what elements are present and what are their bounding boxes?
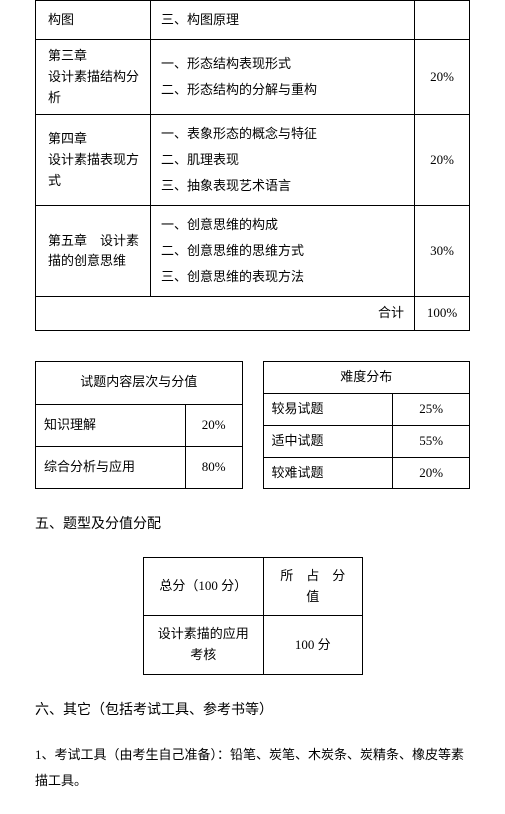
score-table-row-label: 设计素描的应用考核 xyxy=(143,616,263,675)
score-table-header-2: 所 占 分 值 xyxy=(263,557,362,616)
content-cell: 一、形态结构表现形式二、形态结构的分解与重构 xyxy=(151,40,415,115)
total-value: 100% xyxy=(415,297,470,331)
difficulty-table: 难度分布 较易试题 25% 适中试题 55% 较难试题 20% xyxy=(263,361,471,489)
score-table: 总分（100 分） 所 占 分 值 设计素描的应用考核 100 分 xyxy=(143,557,363,675)
diff-row-label: 适中试题 xyxy=(263,425,393,457)
content-cell: 三、构图原理 xyxy=(151,1,415,40)
diff-row-label: 较难试题 xyxy=(263,457,393,489)
diff-row-label: 较易试题 xyxy=(263,393,393,425)
score-table-header-1: 总分（100 分） xyxy=(143,557,263,616)
pct-cell: 20% xyxy=(415,40,470,115)
chapter-cell: 第四章设计素描表现方式 xyxy=(36,115,151,206)
level-row-label: 综合分析与应用 xyxy=(36,446,186,488)
level-row-value: 80% xyxy=(185,446,242,488)
pct-cell: 20% xyxy=(415,115,470,206)
section-6-heading: 六、其它（包括考试工具、参考书等） xyxy=(35,700,470,722)
chapter-cell: 第三章设计素描结构分析 xyxy=(36,40,151,115)
diff-row-value: 55% xyxy=(393,425,470,457)
content-cell: 一、表象形态的概念与特征二、肌理表现三、抽象表现艺术语言 xyxy=(151,115,415,206)
level-table-header: 试题内容层次与分值 xyxy=(36,362,243,404)
chapter-cell: 第五章 设计素描的创意思维 xyxy=(36,206,151,297)
score-table-row-value: 100 分 xyxy=(263,616,362,675)
pct-cell xyxy=(415,1,470,40)
body-text-1: 1、考试工具（由考生自己准备）：铅笔、炭笔、木炭条、炭精条、橡皮等素描工具。 xyxy=(35,742,470,794)
diff-row-value: 25% xyxy=(393,393,470,425)
section-5-heading: 五、题型及分值分配 xyxy=(35,514,470,536)
two-column-tables: 试题内容层次与分值 知识理解 20% 综合分析与应用 80% 难度分布 较易试题… xyxy=(35,361,470,489)
pct-cell: 30% xyxy=(415,206,470,297)
total-label: 合计 xyxy=(36,297,415,331)
level-row-label: 知识理解 xyxy=(36,404,186,446)
level-row-value: 20% xyxy=(185,404,242,446)
level-table: 试题内容层次与分值 知识理解 20% 综合分析与应用 80% xyxy=(35,361,243,489)
chapter-table: 构图 三、构图原理 第三章设计素描结构分析 一、形态结构表现形式二、形态结构的分… xyxy=(35,0,470,331)
chapter-cell: 构图 xyxy=(36,1,151,40)
difficulty-table-header: 难度分布 xyxy=(263,362,470,394)
content-cell: 一、创意思维的构成二、创意思维的思维方式三、创意思维的表现方法 xyxy=(151,206,415,297)
diff-row-value: 20% xyxy=(393,457,470,489)
